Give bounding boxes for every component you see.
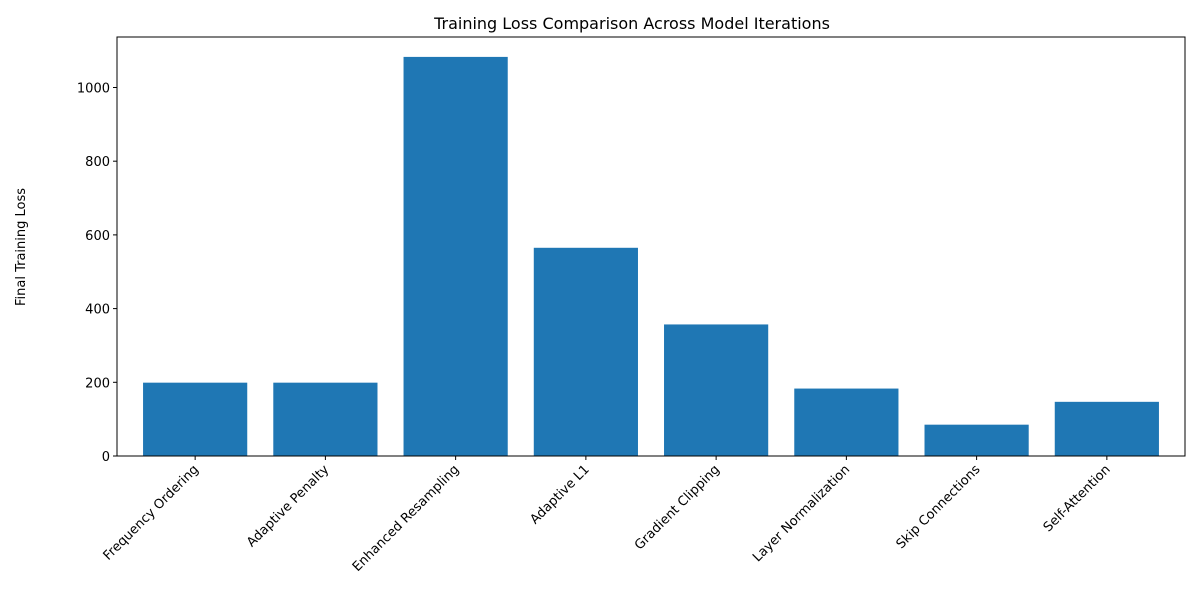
bar bbox=[273, 382, 378, 456]
x-tick-label: Enhanced Resampling bbox=[350, 462, 463, 575]
bar bbox=[664, 324, 769, 456]
bar bbox=[794, 388, 899, 456]
y-tick-label: 400 bbox=[85, 303, 110, 318]
bar bbox=[533, 247, 638, 456]
y-tick-label: 1000 bbox=[77, 81, 110, 96]
y-axis-ticks: 0 200 400 600 800 1000 bbox=[77, 81, 117, 465]
x-tick-label: Skip Connections bbox=[894, 462, 984, 552]
x-tick-label: Frequency Ordering bbox=[101, 462, 202, 563]
y-tick-label: 600 bbox=[85, 229, 110, 244]
plot-frame bbox=[116, 36, 1186, 457]
bars-group bbox=[143, 56, 1159, 457]
x-axis-ticks: Frequency Ordering Adaptive Penalty Enhanc… bbox=[101, 456, 1114, 575]
x-tick-label: Gradient Clipping bbox=[632, 462, 723, 553]
x-tick-label: Layer Normalization bbox=[750, 462, 853, 565]
bar bbox=[143, 382, 248, 456]
y-tick-label: 200 bbox=[85, 376, 110, 391]
bar bbox=[403, 56, 508, 457]
bar bbox=[924, 424, 1029, 456]
x-tick-label: Self-Attention bbox=[1041, 462, 1114, 535]
bar bbox=[1054, 401, 1159, 456]
y-tick-label: 800 bbox=[85, 155, 110, 170]
y-tick-label: 0 bbox=[102, 450, 110, 465]
x-tick-label: Adaptive Penalty bbox=[244, 462, 332, 550]
chart-title: Training Loss Comparison Across Model It… bbox=[433, 14, 830, 33]
x-tick-label: Adaptive L1 bbox=[528, 462, 593, 527]
y-axis-label: Final Training Loss bbox=[14, 188, 29, 306]
